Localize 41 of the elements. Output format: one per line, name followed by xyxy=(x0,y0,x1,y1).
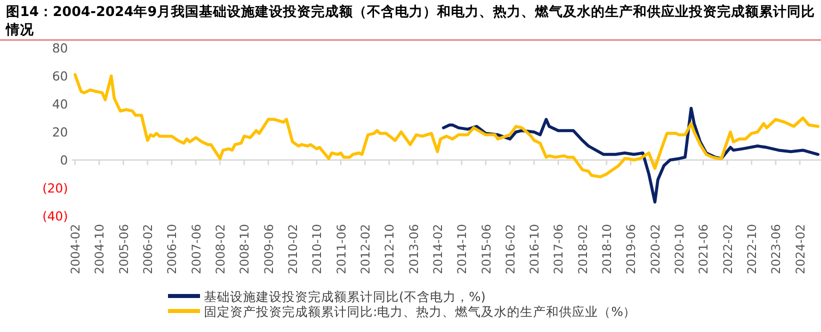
x-tick-label: 2022-02 xyxy=(720,224,735,274)
y-tick-label: (40) xyxy=(42,208,68,224)
x-tick-label: 2011-06 xyxy=(334,224,348,274)
x-tick-label: 2006-02 xyxy=(141,224,156,274)
x-tick-label: 2021-06 xyxy=(696,224,711,274)
y-tick-label: 80 xyxy=(52,40,68,56)
x-tick-label: 2017-06 xyxy=(552,224,566,274)
y-tick-label: 20 xyxy=(52,124,68,140)
x-tick-label: 2022-10 xyxy=(745,224,760,274)
x-tick-label: 2012-02 xyxy=(358,224,372,274)
x-tick-label: 2014-02 xyxy=(430,224,445,274)
title: 图14：2004-2024年9月我国基础设施建设投资完成额（不含电力）和电力、热力、燃气及水的生产和供应业投资完成额累计同比情况 xyxy=(6,4,815,38)
x-tick-label: 2004-02 xyxy=(68,224,83,274)
legend-label: 基础设施建设投资完成额累计同比(不含电力，%) xyxy=(204,289,486,304)
x-tick-label: 2016-10 xyxy=(528,224,542,274)
x-tick-label: 2013-06 xyxy=(406,224,421,274)
x-tick-label: 2006-10 xyxy=(165,224,180,274)
x-tick-label: 2018-10 xyxy=(600,224,614,274)
x-tick-label: 2005-06 xyxy=(116,224,131,274)
legend-label: 固定资产投资完成额累计同比:电力、热力、燃气及水的生产和供应业（%） xyxy=(204,304,636,319)
x-tick-label: 2010-02 xyxy=(286,224,300,274)
y-tick-label: 60 xyxy=(52,68,68,84)
x-tick-label: 2009-06 xyxy=(262,224,276,274)
x-tick-label: 2018-02 xyxy=(576,224,590,274)
x-tick-label: 2024-02 xyxy=(793,224,808,274)
x-tick-label: 2008-10 xyxy=(238,224,252,274)
x-tick-label: 2019-06 xyxy=(624,224,638,274)
x-tick-label: 2012-10 xyxy=(382,224,397,274)
x-tick-label: 2016-02 xyxy=(503,224,518,274)
x-tick-label: 2015-06 xyxy=(479,224,494,274)
x-tick-label: 2020-02 xyxy=(648,224,662,274)
x-tick-label: 2020-10 xyxy=(672,224,687,274)
y-tick-label: 40 xyxy=(52,96,68,112)
x-tick-label: 2004-10 xyxy=(92,224,107,274)
x-tick-label: 2014-10 xyxy=(455,224,470,274)
x-tick-label: 2010-10 xyxy=(310,224,324,274)
x-tick-label: 2023-06 xyxy=(769,224,784,274)
y-tick-label: (20) xyxy=(42,180,68,196)
x-tick-label: 2007-06 xyxy=(189,224,204,274)
x-tick-label: 2008-02 xyxy=(213,224,228,274)
y-tick-label: 0 xyxy=(60,152,68,168)
